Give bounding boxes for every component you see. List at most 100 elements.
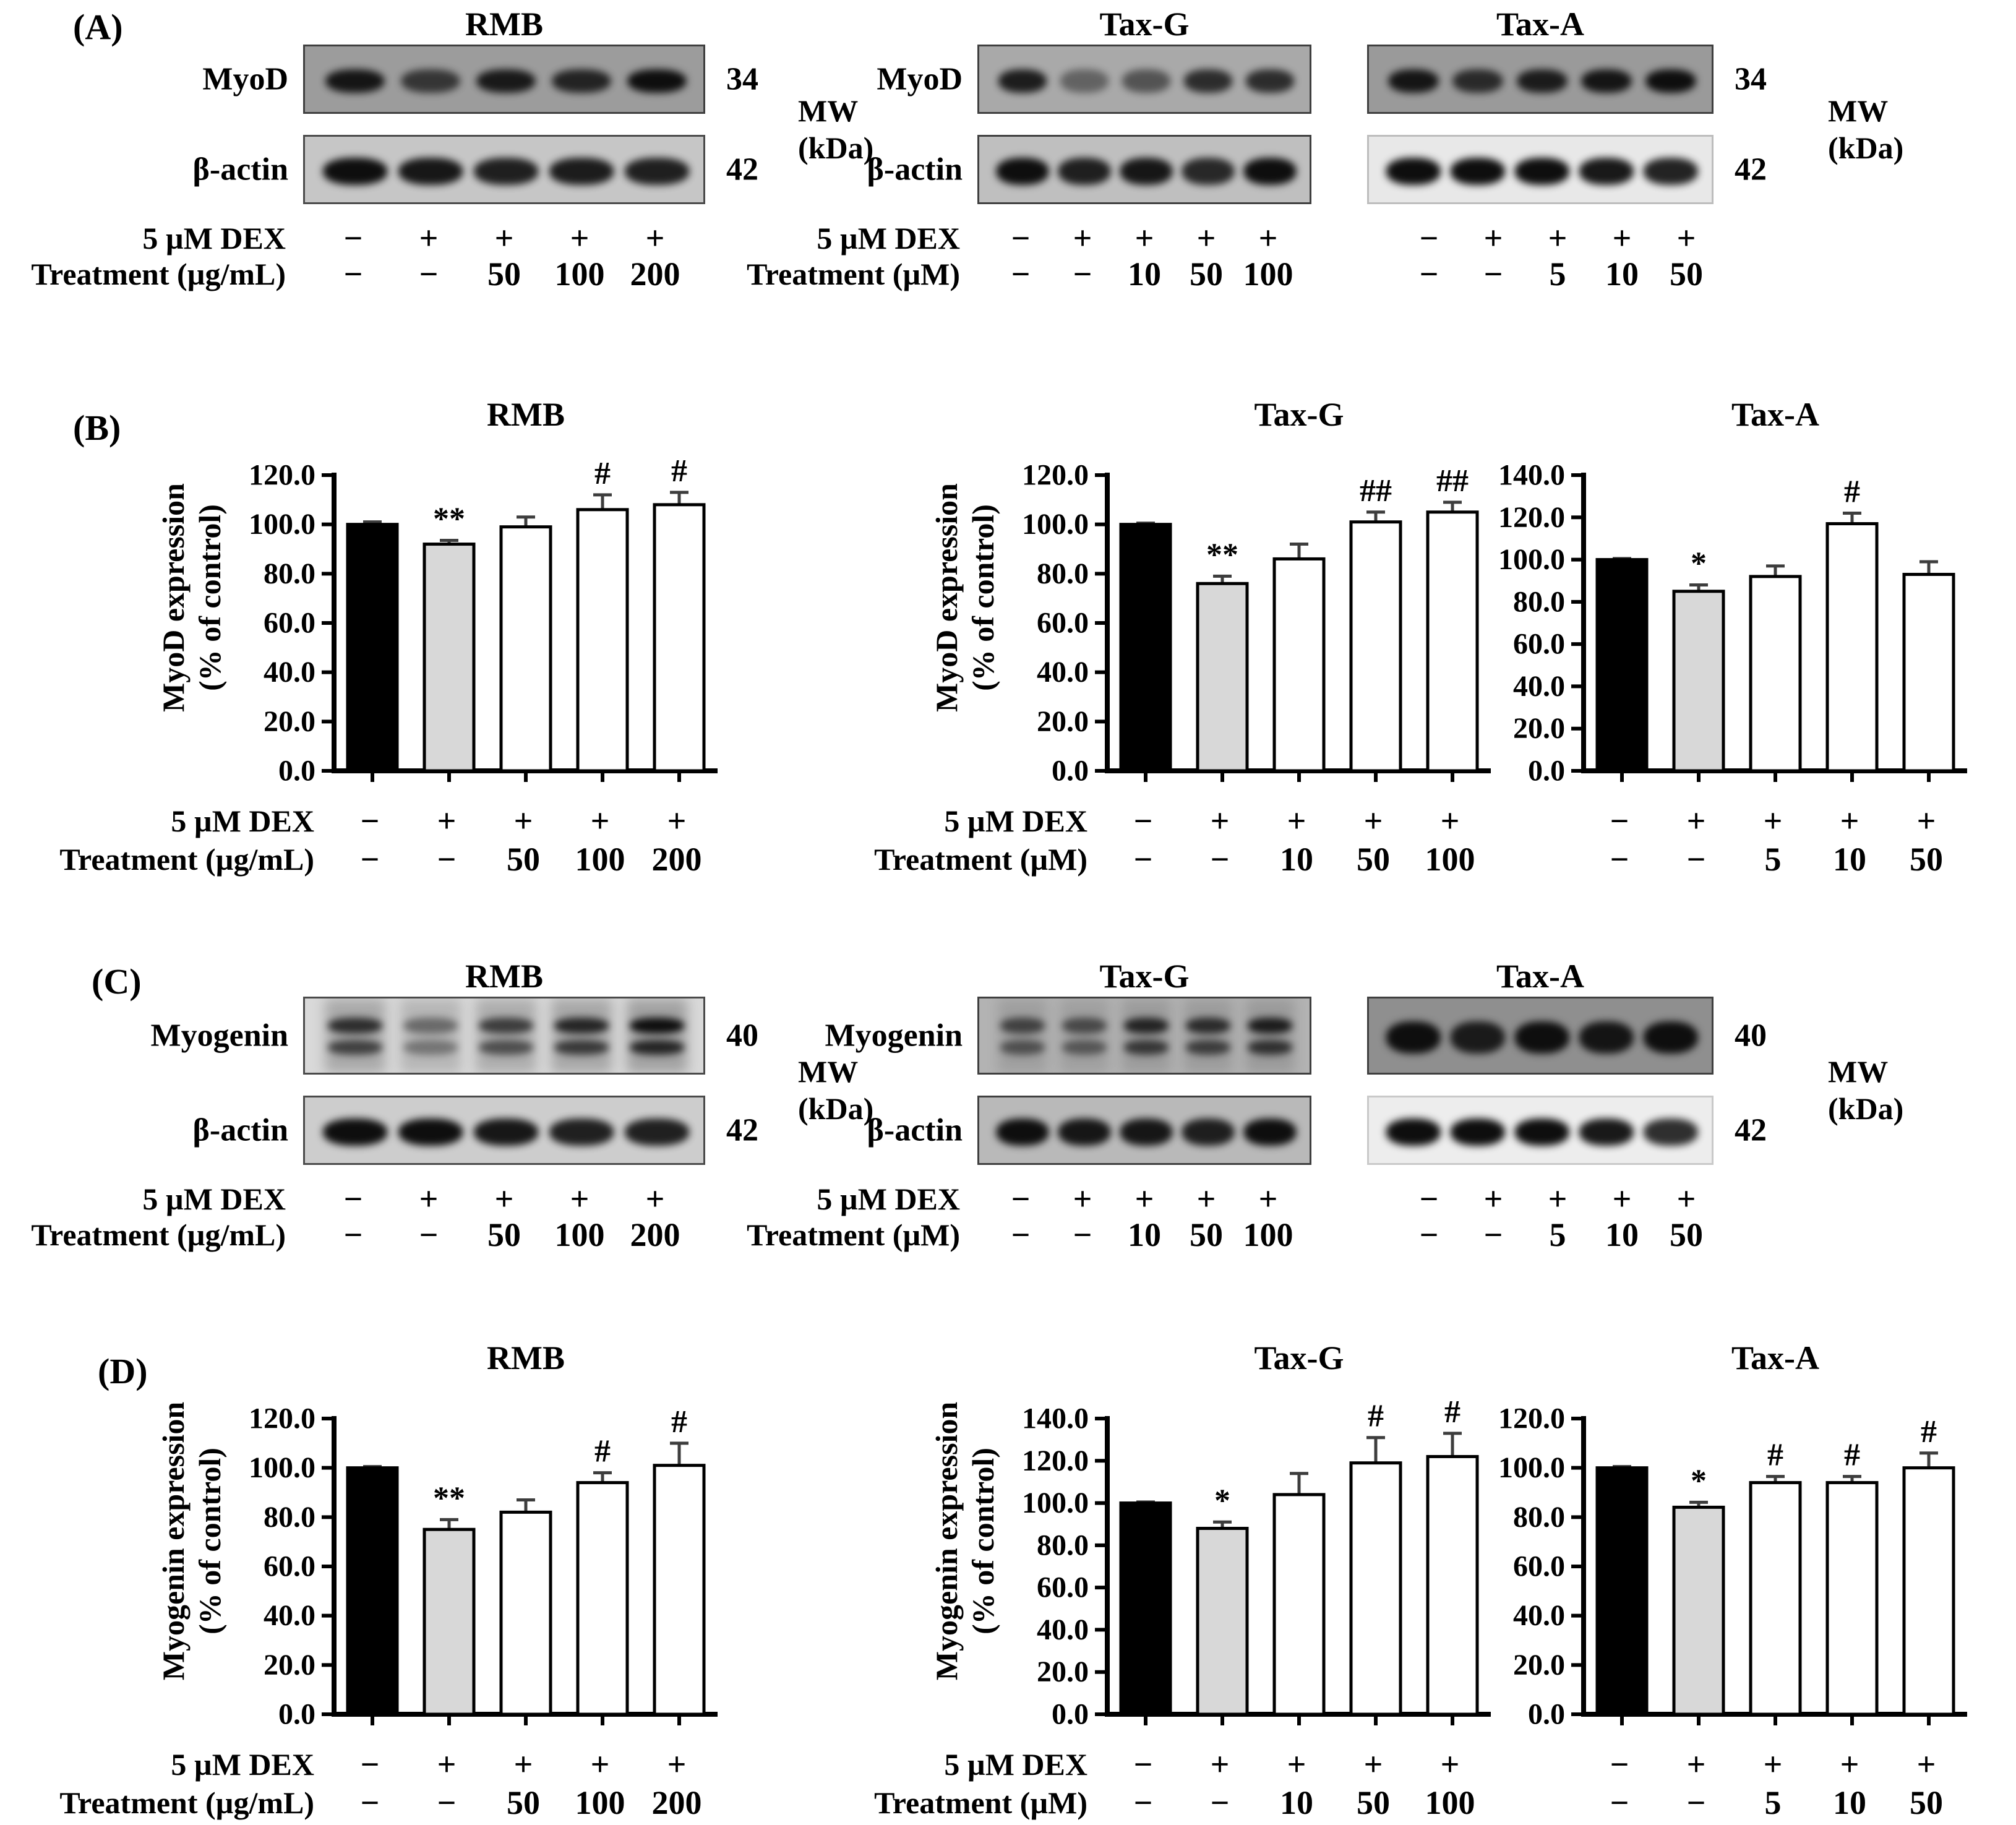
blot-lane xyxy=(1177,46,1239,112)
treatment-symbol: + xyxy=(1196,220,1216,257)
blot-lane xyxy=(1574,1097,1639,1163)
y-tick-label: 100.0 xyxy=(1498,1451,1565,1484)
treatment-symbol: 50 xyxy=(1190,1216,1223,1253)
y-tick-label: 20.0 xyxy=(264,705,315,738)
chart-svg: 0.0 20.0 40.0 60.0 80.0 100.0 120.0 140.0 * # xyxy=(1498,459,1967,788)
y-tick-label: 60.0 xyxy=(264,607,315,640)
mw-top: 40 xyxy=(1735,1018,1767,1054)
treatment-symbol: + xyxy=(1287,1746,1306,1783)
protein-band xyxy=(474,1119,538,1146)
treatment-symbol: 5 xyxy=(1764,1784,1782,1821)
blot-lane xyxy=(1446,1097,1510,1163)
y-tick-label: 0.0 xyxy=(1528,1698,1565,1731)
treatment-symbol: + xyxy=(1363,802,1383,840)
bar xyxy=(576,1481,629,1716)
y-tick-label: 120.0 xyxy=(1022,1445,1089,1477)
protein-band xyxy=(998,69,1047,93)
blot-group-Tax-G: Tax-G MyoD β-actin 5 µM DEX − + + + + Treatment (… xyxy=(656,4,1311,293)
treatment-symbol: + xyxy=(1548,220,1568,257)
blot-lane xyxy=(619,46,695,112)
significance-annotation: # xyxy=(594,1434,611,1469)
blot-gap xyxy=(977,114,1311,135)
significance-annotation: ** xyxy=(1206,537,1238,572)
mw-col: 34 MW (kDa) 42 xyxy=(1714,45,2004,204)
blot-lane xyxy=(619,998,695,1073)
treatment-symbol: 50 xyxy=(1670,256,1703,293)
bar xyxy=(1902,572,1955,773)
treatment-symbol: + xyxy=(1548,1180,1568,1217)
blot-grid: Myogenin β-actin xyxy=(656,997,1311,1165)
protein-band xyxy=(1581,69,1632,93)
mw-note-line2: (kDa) xyxy=(1828,131,1904,165)
protein-band xyxy=(398,1119,463,1146)
treatment-symbol: + xyxy=(1612,1180,1632,1217)
chart-svg: 0.0 20.0 40.0 60.0 80.0 100.0 120.0 ** # # xyxy=(249,453,718,788)
lane-smear xyxy=(1183,998,1233,1073)
y-tick-label: 80.0 xyxy=(264,557,315,590)
blot-group-Tax-A: Tax-A 40 MW (kDa) 42− + + + + − −5 10 50 xyxy=(1367,956,2004,1253)
bar xyxy=(1902,1466,1955,1716)
blot-lane xyxy=(468,1097,544,1163)
y-tick-label: 100.0 xyxy=(1022,508,1089,541)
treatment-symbol: − xyxy=(343,1180,363,1217)
chart-body: Myogenin expression (% of control) 0.0 20.0… xyxy=(155,1380,724,1745)
y-tick-label: 120.0 xyxy=(249,1402,315,1435)
treatment-symbol: − xyxy=(360,1746,380,1783)
treatment-symbol: − xyxy=(1133,1784,1153,1821)
treatment-row: Treatment (µg/mL) − − 50 100 200 xyxy=(19,1216,891,1253)
blot-lane xyxy=(1639,137,1703,202)
significance-annotation: * xyxy=(1214,1483,1230,1518)
mw-note-line2: (kDa) xyxy=(1828,1091,1904,1126)
treatment-symbol: − xyxy=(1133,841,1153,878)
treatment-symbol: + xyxy=(570,220,590,257)
bar xyxy=(346,523,399,773)
y-tick-label: 0.0 xyxy=(1528,755,1565,788)
y-tick-label: 60.0 xyxy=(1513,1550,1565,1583)
treatment-symbol: 50 xyxy=(507,1784,540,1821)
y-axis-label-line1: Myogenin expression xyxy=(156,1401,191,1680)
blot-lane xyxy=(619,137,695,202)
chart-D-Tax-A: Tax-A 0.0 20.0 40.0 60.0 80.0 100.0 120.0 * # # # − +… xyxy=(1478,1339,1973,1822)
treatment-row: − − 5 10 50 xyxy=(1478,1784,1973,1822)
blot-lane xyxy=(1381,1097,1446,1163)
protein-band xyxy=(1243,158,1297,185)
chart-row-B: RMB MyoD expression (% of control) 0.0 20.0 4… xyxy=(0,396,2016,953)
treatment-row: Treatment (µg/mL) − − 50 100 200 xyxy=(59,1784,724,1822)
dex-row: 5 µM DEX − + + + + xyxy=(656,220,1311,257)
y-tick-label: 80.0 xyxy=(1513,1501,1565,1534)
treatment-symbol: + xyxy=(1135,220,1154,257)
blot-lane xyxy=(1381,46,1446,112)
bar xyxy=(1749,575,1802,773)
treatment-symbol: 50 xyxy=(1910,841,1943,878)
y-tick-label: 20.0 xyxy=(264,1649,315,1681)
blot-image-Myogenin xyxy=(977,997,1311,1075)
protein-band xyxy=(1517,69,1568,93)
blot-image-MyoD xyxy=(1367,45,1714,114)
dex-row-label: 5 µM DEX xyxy=(656,1181,977,1217)
blot-lane xyxy=(393,137,468,202)
bar xyxy=(1272,557,1326,773)
treatment-symbol: 100 xyxy=(1243,1216,1293,1253)
treatment-symbol: 50 xyxy=(487,1216,521,1253)
treatment-symbol: + xyxy=(1686,1746,1706,1783)
blot-lane xyxy=(1053,1097,1115,1163)
y-axis-label-line2: (% of control) xyxy=(192,504,227,691)
blot-lane xyxy=(544,137,619,202)
chart-title: Tax-A xyxy=(1731,1339,1820,1376)
protein-band xyxy=(1182,158,1235,185)
blot-lane xyxy=(317,998,393,1073)
treatment-rows: − + + + + − −5 10 50 xyxy=(1367,1180,2004,1253)
treatment-symbol: + xyxy=(1916,1746,1936,1783)
y-tick-label: 80.0 xyxy=(1513,585,1565,618)
dex-row-label-text: 5 µM DEX xyxy=(142,221,286,256)
bar xyxy=(1825,1481,1879,1716)
blot-lane xyxy=(1053,46,1115,112)
protein-band xyxy=(474,158,538,185)
chart-D-Tax-G: Tax-G Myogenin expression (% of control) 0.… xyxy=(874,1339,1497,1822)
treatment-symbol: + xyxy=(513,1746,533,1783)
treatment-row: − − 5 10 50 xyxy=(1478,840,1973,878)
blot-lane xyxy=(1574,998,1639,1073)
y-tick-label: 20.0 xyxy=(1037,705,1089,738)
lane-smear xyxy=(1245,998,1295,1073)
